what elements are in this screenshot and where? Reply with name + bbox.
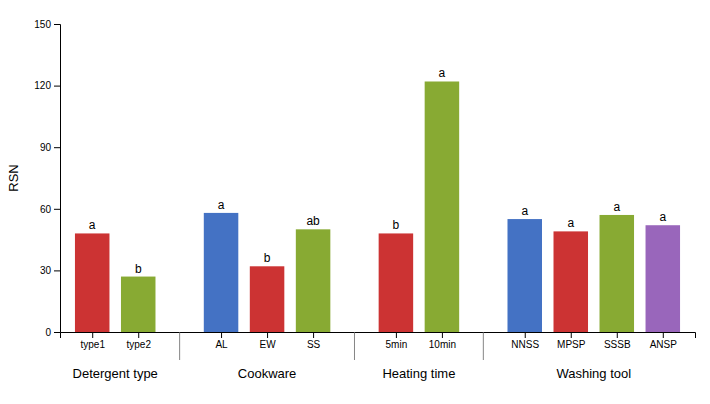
y-tick-label: 150 <box>34 19 51 30</box>
x-tick: EW <box>260 332 277 350</box>
significance-label: a <box>439 66 446 80</box>
y-tick: 150 <box>34 19 60 30</box>
x-tick-label: type2 <box>126 339 151 350</box>
group-label: Detergent type <box>73 366 158 381</box>
bar <box>600 215 635 332</box>
significance-label: b <box>135 262 142 276</box>
x-tick-mark <box>221 332 222 338</box>
group-dividers <box>180 332 484 360</box>
x-tick-label: SS <box>307 339 321 350</box>
x-axis: type1 type2 AL EW SS 5min 10min NNSS MPSP SSSB ANS… <box>61 332 696 350</box>
x-tick: MPSP <box>557 332 586 350</box>
x-tick-label: AL <box>215 339 228 350</box>
x-tick-mark <box>617 332 618 338</box>
x-tick: AL <box>215 332 228 350</box>
group-divider <box>354 332 355 360</box>
y-tick: 0 <box>45 327 60 338</box>
significance-label: a <box>218 198 225 212</box>
x-tick-label: 5min <box>386 339 408 350</box>
chart: abababbaaaaatype1type2ALEWSS5min10minNNS… <box>0 0 710 404</box>
x-tick-mark <box>663 332 664 338</box>
significance-label: a <box>659 210 666 224</box>
x-tick-mark <box>442 332 443 338</box>
x-tick-label: ANSP <box>650 339 678 350</box>
x-tick-mark <box>396 332 397 338</box>
x-tick-mark <box>92 332 93 338</box>
significance-label: a <box>567 216 574 230</box>
y-tick-mark <box>54 147 60 148</box>
x-tick: type2 <box>126 332 151 350</box>
y-tick: 30 <box>40 265 60 276</box>
x-tick: SSSB <box>604 332 631 350</box>
bar <box>121 277 156 332</box>
y-tick-label: 0 <box>45 327 51 338</box>
y-tick-label: 60 <box>40 204 52 215</box>
bar <box>554 231 589 332</box>
y-tick-label: 90 <box>40 142 52 153</box>
significance-label: ab <box>306 214 320 228</box>
bar <box>646 225 681 332</box>
x-tick: ANSP <box>650 332 678 350</box>
bar <box>75 233 110 332</box>
group-label: Heating time <box>382 366 455 381</box>
x-tick-label: 10min <box>429 339 456 350</box>
bar <box>425 81 460 332</box>
y-tick-mark <box>54 209 60 210</box>
group-labels: Detergent type Cookware Heating time Washin… <box>73 366 632 381</box>
y-tick: 60 <box>40 204 60 215</box>
y-tick-label: 30 <box>40 265 52 276</box>
x-tick-mark <box>138 332 139 338</box>
bar <box>296 229 331 332</box>
x-tick: SS <box>307 332 321 350</box>
x-tick-mark <box>571 332 572 338</box>
x-tick-label: EW <box>260 339 277 350</box>
x-tick: NNSS <box>511 332 539 350</box>
bars <box>75 81 680 332</box>
y-axis-title: RSN <box>6 164 21 191</box>
bar <box>250 266 285 332</box>
annotations: abababbaaaaa <box>89 66 667 275</box>
group-divider <box>179 332 180 360</box>
y-axis-line <box>54 25 61 333</box>
x-tick-mark <box>267 332 268 338</box>
plot: abababbaaaaatype1type2ALEWSS5min10minNNS… <box>34 19 695 381</box>
significance-label: b <box>393 218 400 232</box>
x-tick: type1 <box>80 332 105 350</box>
significance-label: a <box>613 200 620 214</box>
x-tick: 5min <box>386 332 408 350</box>
x-tick-mark <box>525 332 526 338</box>
x-tick-label: NNSS <box>511 339 539 350</box>
y-tick-mark <box>54 86 60 87</box>
significance-label: a <box>89 218 96 232</box>
x-tick-label: type1 <box>80 339 105 350</box>
x-tick-label: SSSB <box>604 339 631 350</box>
x-axis-line <box>61 333 696 339</box>
x-tick-label: MPSP <box>557 339 586 350</box>
x-tick: 10min <box>429 332 456 350</box>
y-tick: 120 <box>34 80 60 91</box>
bar <box>379 233 414 332</box>
group-divider <box>483 332 484 360</box>
y-tick-label: 120 <box>34 80 51 91</box>
significance-label: b <box>264 251 271 265</box>
y-tick: 90 <box>40 142 60 153</box>
y-tick-mark <box>54 24 60 25</box>
y-axis: 0 30 60 90 120 150 <box>34 19 60 338</box>
group-label: Cookware <box>238 366 297 381</box>
significance-label: a <box>521 204 528 218</box>
group-label: Washing tool <box>556 366 631 381</box>
y-tick-mark <box>54 332 60 333</box>
bar <box>204 213 239 332</box>
bar <box>507 219 542 332</box>
x-tick-mark <box>313 332 314 338</box>
y-tick-mark <box>54 270 60 271</box>
